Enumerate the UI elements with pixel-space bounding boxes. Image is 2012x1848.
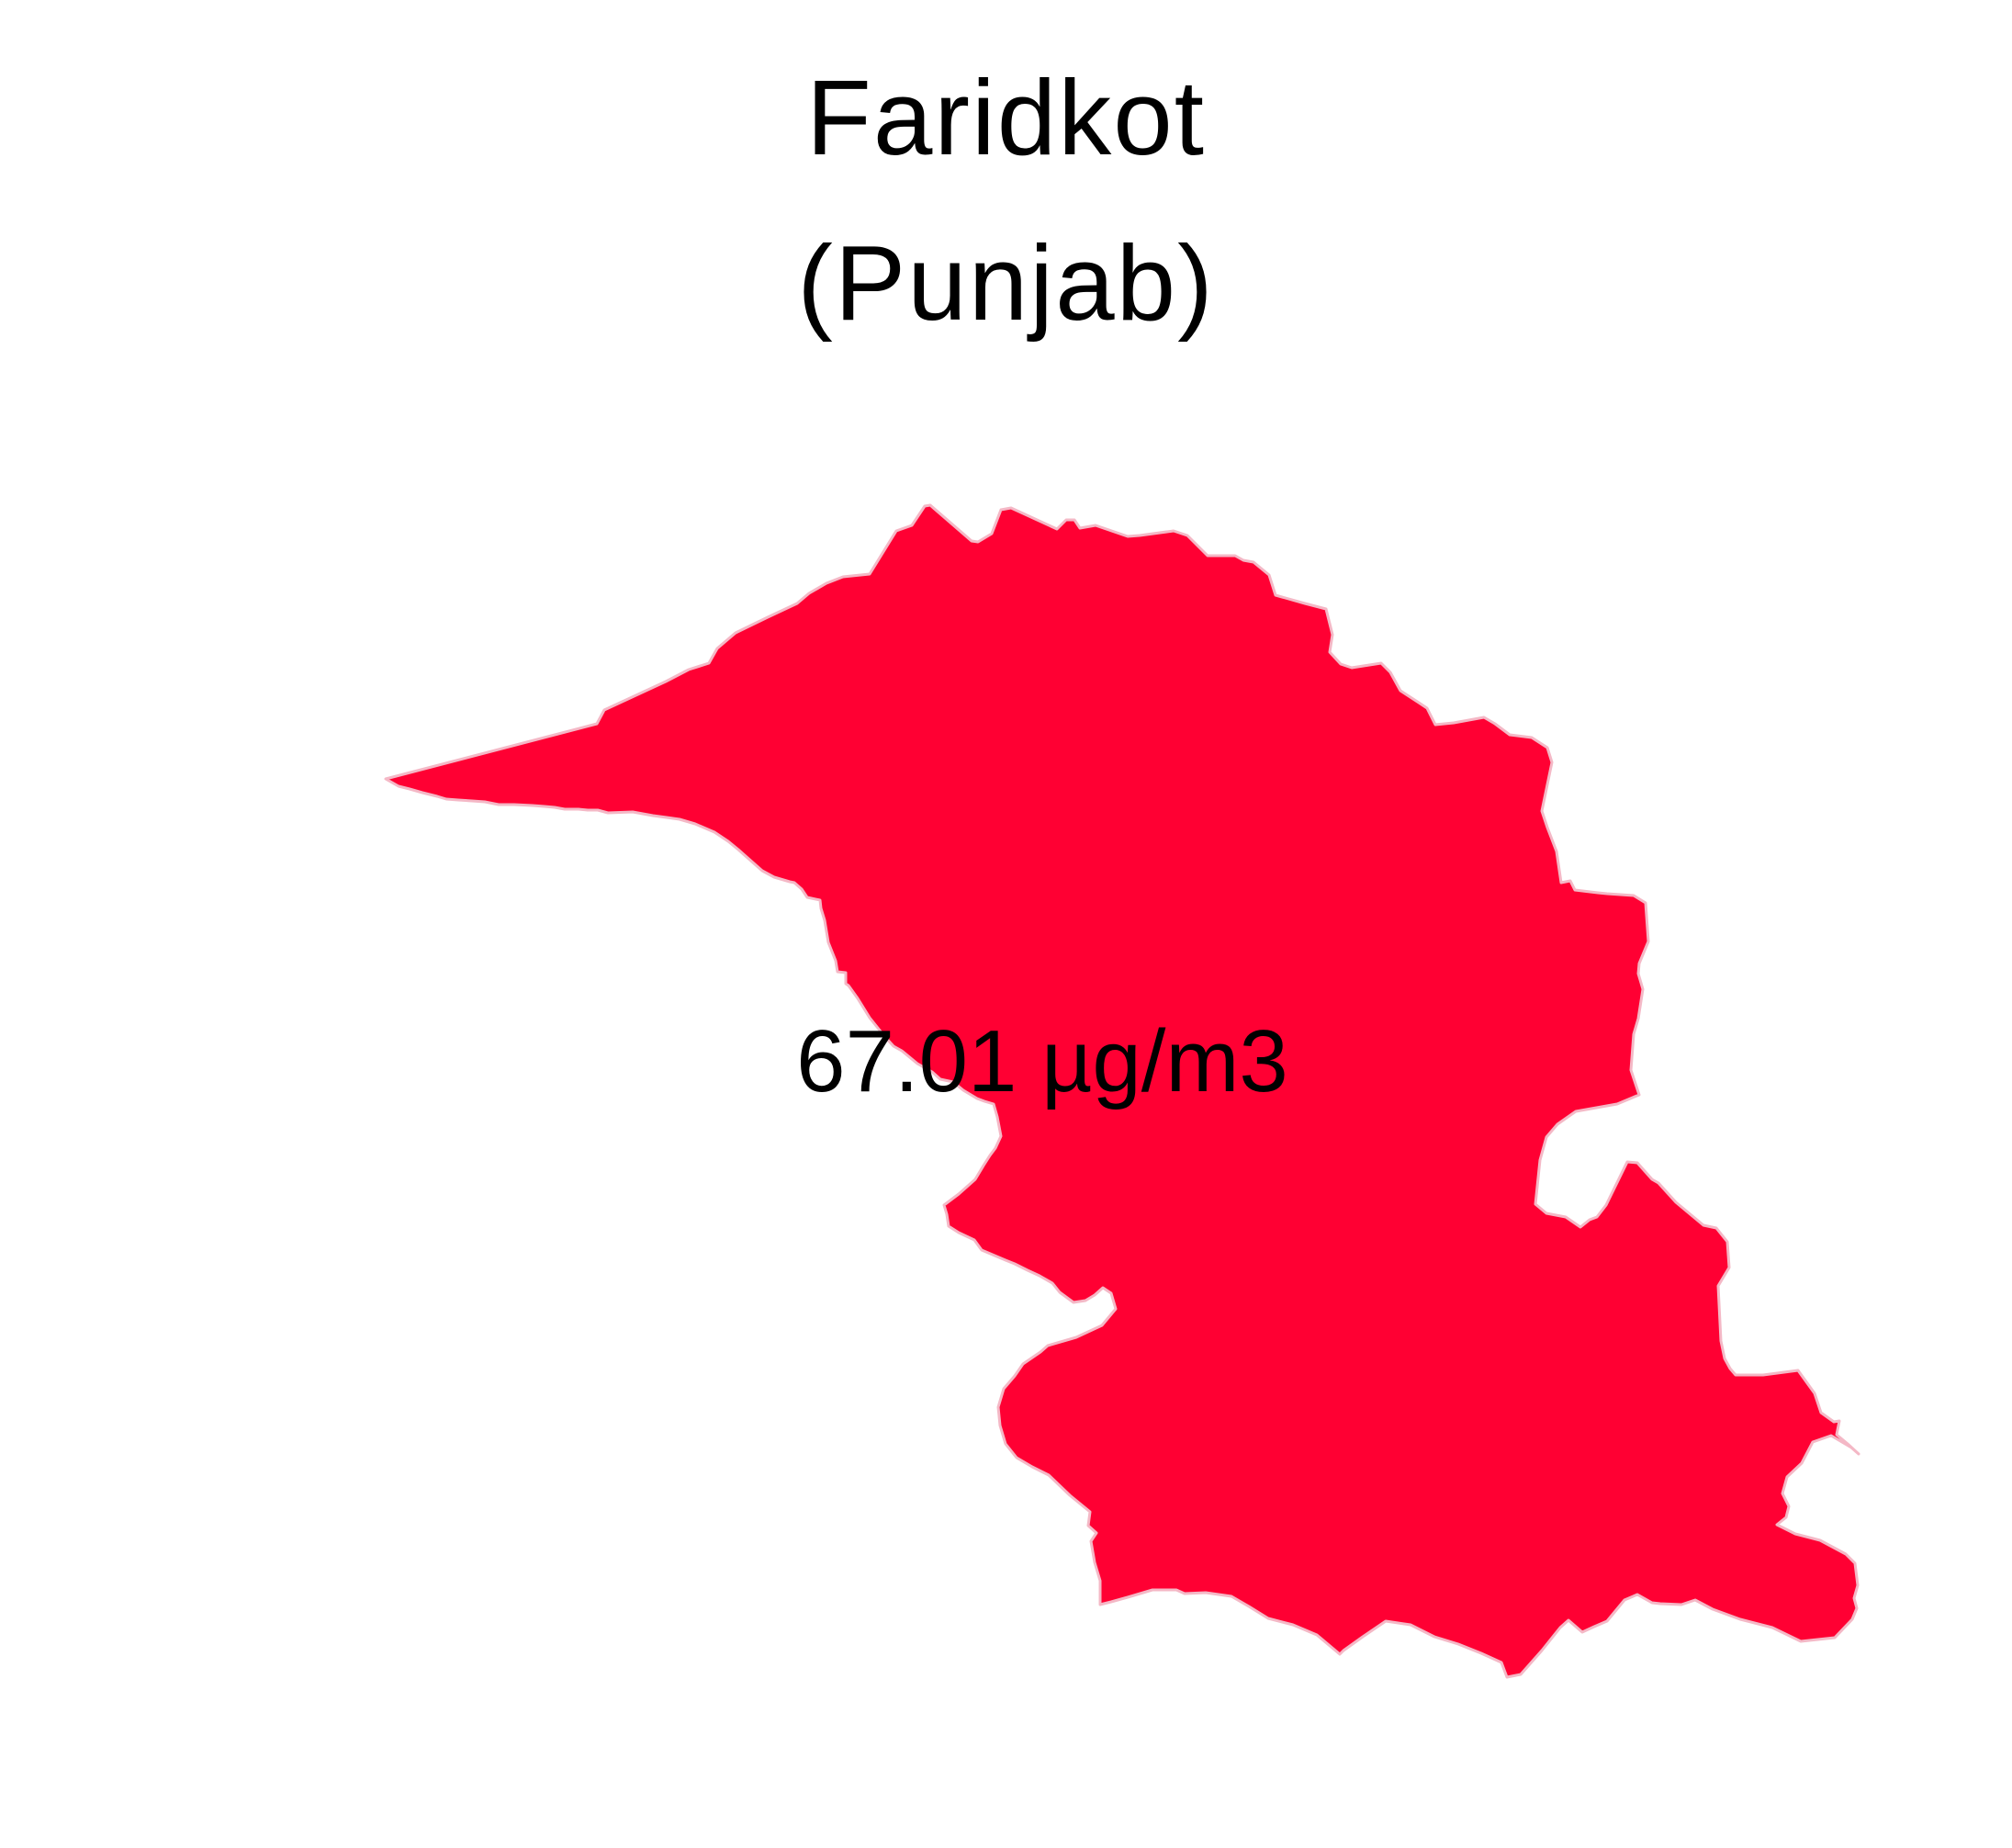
map-title-district: Faridkot: [805, 58, 1207, 177]
pm25-value-label: 67.01 µg/m3: [796, 1012, 1288, 1110]
faridkot-district-shape: [384, 503, 1860, 1679]
map-title-state: (Punjab): [797, 223, 1215, 343]
